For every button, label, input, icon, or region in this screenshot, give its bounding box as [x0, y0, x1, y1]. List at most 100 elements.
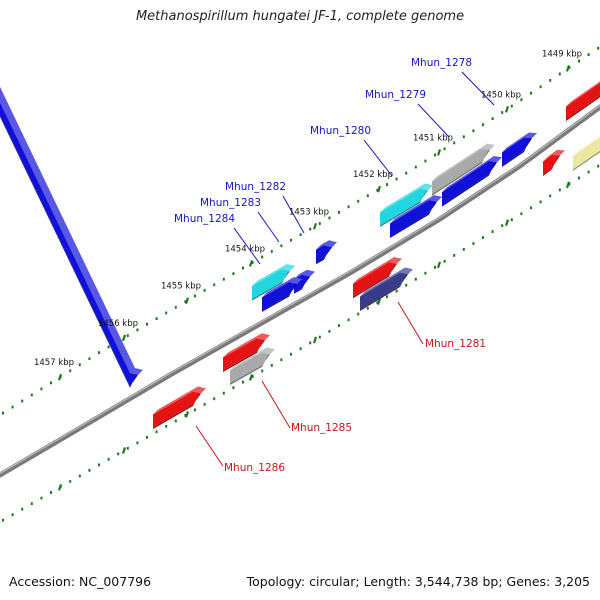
inner-tick-dot: [539, 200, 542, 204]
arrow-front-face: [566, 82, 600, 120]
arrow-top-face: [153, 386, 206, 415]
outer-tick-dot: [338, 210, 340, 214]
outer-tick-dot: [376, 188, 379, 192]
gene-label[interactable]: Mhun_1278: [411, 57, 472, 69]
kbp-tick-label: 1454 kbp: [225, 244, 265, 254]
outer-tick-dot: [299, 233, 302, 237]
outer-tick-dot: [270, 249, 273, 253]
callout-line: [461, 71, 495, 106]
inner-tick-dot: [462, 248, 465, 251]
gene-label[interactable]: Mhun_1281: [425, 338, 486, 350]
outer-major-tick: [565, 65, 571, 72]
arrow-top-face: [566, 81, 600, 107]
outer-tick-dot: [501, 111, 504, 114]
accession-text: Accession: NC_007796: [9, 574, 152, 589]
inner-tick-dot: [549, 194, 552, 198]
gene-label[interactable]: Mhun_1282: [225, 181, 286, 193]
outer-tick-dot: [414, 165, 417, 169]
inner-tick-dot: [366, 306, 369, 310]
outer-tick-dot: [40, 387, 43, 391]
outer-tick-dot: [424, 159, 427, 163]
outer-tick-dot: [405, 171, 408, 175]
arrow-top-face: [294, 269, 315, 280]
feature-arrow-f-1281-gene: [353, 257, 402, 299]
outer-tick-dot: [78, 363, 81, 367]
inner-major-tick: [565, 181, 571, 189]
kbp-tick-label: 1451 kbp: [413, 133, 453, 143]
outer-tick-dot: [242, 266, 244, 270]
inner-tick-dot: [510, 218, 513, 222]
callout-line: [261, 380, 291, 429]
feature-arrow-f-1284-cds: [262, 277, 302, 312]
outer-tick-dot: [280, 244, 283, 248]
inner-tick-dot: [232, 386, 235, 390]
outer-tick-dot: [530, 91, 532, 95]
arrow-top-face: [262, 277, 302, 298]
inner-tick-dot: [530, 206, 532, 210]
gene-label[interactable]: Mhun_1286: [224, 462, 285, 474]
inner-tick-dot: [491, 230, 494, 233]
outer-tick-dot: [50, 381, 52, 385]
inner-tick-dot: [299, 347, 302, 351]
feature-arrow-f-1278-cds: [502, 132, 537, 167]
gene-label[interactable]: Mhun_1279: [365, 89, 426, 101]
inner-tick-dot: [155, 430, 158, 434]
arrow-shadow-edge: [502, 138, 532, 167]
inner-tick-dot: [107, 457, 110, 461]
inner-tick-dot: [213, 397, 216, 401]
inner-major-tick: [504, 219, 510, 227]
outer-tick-dot: [462, 135, 465, 139]
inner-tick-dot: [165, 424, 168, 428]
inner-tick-dot: [395, 289, 398, 293]
outer-tick-dot: [328, 216, 331, 220]
outer-tick-dot: [126, 334, 129, 337]
callout-line: [233, 227, 261, 265]
outer-major-tick: [57, 373, 63, 381]
inner-major-tick: [184, 411, 190, 418]
outer-tick-dot: [549, 78, 552, 82]
arrow-front-face: [316, 245, 332, 263]
gene-label[interactable]: Mhun_1280: [310, 125, 371, 137]
outer-tick-dot: [98, 351, 100, 355]
callout-line: [397, 301, 424, 345]
map-title: Methanospirillum hungatei JF-1, complete…: [135, 9, 465, 24]
gene-label[interactable]: Mhun_1284: [174, 213, 235, 225]
inner-tick-dot: [290, 352, 292, 356]
outer-major-tick: [436, 149, 442, 156]
arrow-top-face: [353, 257, 402, 284]
outer-tick-dot: [146, 322, 148, 326]
inner-tick-dot: [69, 480, 72, 483]
feature-arrow-f-1286-cds: [153, 386, 206, 430]
outer-tick-dot: [222, 277, 225, 281]
kbp-tick-label: 1456 kbp: [98, 319, 138, 329]
arrow-top-face: [0, 86, 143, 375]
gene-label[interactable]: Mhun_1283: [200, 197, 261, 209]
inner-tick-dot: [482, 236, 484, 239]
callout-line: [363, 139, 393, 177]
gene-label[interactable]: Mhun_1285: [291, 422, 352, 434]
outer-tick-dot: [194, 294, 196, 298]
outer-tick-dot: [520, 98, 523, 102]
feature-arrow-f-1284-gene: [252, 264, 295, 301]
inner-tick-dot: [453, 253, 456, 257]
arrow-top-face: [252, 264, 295, 287]
inner-tick-dot: [11, 513, 14, 517]
inner-tick-dot: [280, 358, 283, 362]
outer-tick-dot: [69, 369, 72, 373]
inner-tick-dot: [270, 363, 273, 367]
inner-tick-dot: [587, 170, 590, 174]
inner-tick-dot: [242, 380, 244, 384]
feature-arrow-f-1279-cds: [442, 156, 502, 207]
kbp-tick-label: 1453 kbp: [289, 207, 329, 217]
feature-arrow-f-1280-cds: [390, 195, 442, 238]
outer-tick-dot: [318, 222, 321, 225]
outer-major-tick: [184, 297, 190, 305]
arrow-shadow-edge: [294, 276, 310, 294]
inner-tick-dot: [78, 474, 81, 478]
outer-major-tick: [121, 334, 127, 342]
outer-tick-dot: [88, 357, 91, 361]
feature-arrows: [0, 81, 600, 430]
outer-tick-dot: [587, 53, 590, 57]
inner-tick-dot: [40, 496, 43, 500]
inner-major-tick: [376, 298, 382, 305]
